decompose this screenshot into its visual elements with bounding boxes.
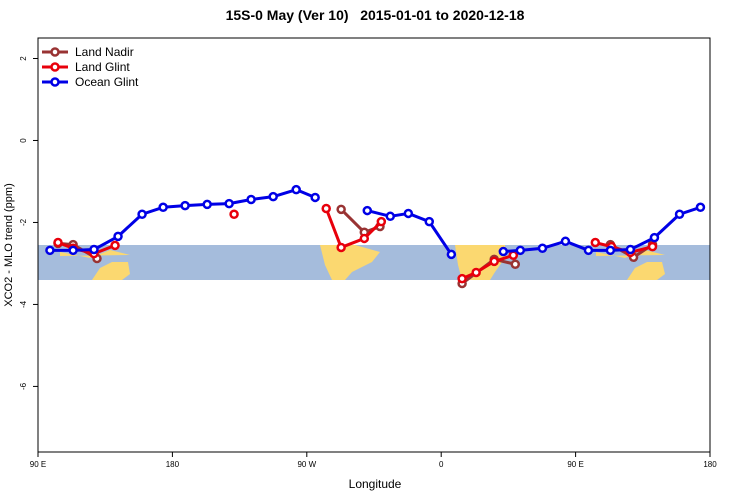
data-point bbox=[560, 236, 571, 247]
data-point bbox=[113, 231, 123, 242]
y-axis-label: XCO2 - MLO trend (ppm) bbox=[3, 183, 15, 306]
land-shape bbox=[627, 262, 665, 280]
land-shape bbox=[596, 250, 665, 258]
data-point bbox=[158, 202, 168, 213]
plot-frame bbox=[37, 37, 711, 453]
data-point bbox=[137, 209, 147, 220]
data-point bbox=[498, 246, 509, 257]
legend-marker bbox=[50, 77, 60, 87]
data-point bbox=[321, 203, 331, 214]
data-point bbox=[202, 199, 212, 210]
data-point bbox=[362, 205, 373, 216]
data-point bbox=[180, 200, 190, 211]
y-tick-label: -4 bbox=[19, 300, 28, 308]
y-tick-label: -2 bbox=[19, 218, 28, 226]
data-point bbox=[310, 192, 320, 203]
data-point bbox=[336, 204, 346, 215]
legend-label: Ocean Glint bbox=[75, 75, 139, 89]
land-shape bbox=[320, 245, 380, 280]
data-point bbox=[649, 232, 660, 243]
data-point bbox=[647, 241, 658, 252]
data-point bbox=[359, 233, 370, 244]
legend-label: Land Glint bbox=[75, 60, 130, 74]
data-point bbox=[489, 256, 499, 267]
data-point bbox=[583, 245, 594, 256]
legend-marker bbox=[50, 62, 60, 72]
data-point bbox=[45, 245, 55, 256]
data-point bbox=[246, 194, 256, 205]
data-point bbox=[224, 198, 234, 209]
data-point bbox=[268, 191, 278, 202]
land-shape bbox=[455, 245, 505, 280]
legend-label: Land Nadir bbox=[75, 45, 134, 59]
x-tick-label: 180 bbox=[703, 460, 717, 469]
legend-marker bbox=[50, 47, 60, 57]
data-point bbox=[403, 208, 414, 219]
data-point bbox=[446, 249, 457, 260]
x-tick-label: 90 E bbox=[30, 460, 46, 469]
data-point bbox=[515, 245, 526, 256]
land-shape bbox=[92, 262, 130, 280]
data-point bbox=[471, 267, 481, 278]
data-point bbox=[385, 211, 396, 222]
data-point bbox=[110, 240, 120, 251]
data-point bbox=[336, 242, 346, 253]
data-point bbox=[625, 244, 636, 255]
data-point bbox=[424, 216, 435, 227]
data-point bbox=[510, 259, 521, 270]
x-axis-label: Longitude bbox=[349, 477, 402, 491]
x-tick-label: 90 E bbox=[567, 460, 583, 469]
data-point bbox=[695, 202, 706, 213]
data-point bbox=[376, 216, 387, 227]
data-point bbox=[89, 244, 99, 255]
data-point bbox=[291, 184, 301, 195]
y-tick-label: 0 bbox=[19, 138, 28, 143]
data-point bbox=[508, 250, 519, 260]
data-point bbox=[457, 273, 467, 284]
y-tick-label: 2 bbox=[19, 56, 28, 61]
land-shape bbox=[60, 250, 130, 258]
data-point bbox=[53, 237, 63, 248]
y-tick-label: -6 bbox=[19, 382, 28, 390]
chart-title: 15S-0 May (Ver 10) 2015-01-01 to 2020-12… bbox=[226, 7, 525, 23]
data-point bbox=[537, 243, 548, 254]
data-point bbox=[674, 209, 685, 220]
data-point bbox=[229, 209, 239, 220]
data-point bbox=[590, 237, 601, 248]
x-tick-label: 0 bbox=[439, 460, 444, 469]
data-point bbox=[68, 245, 78, 256]
x-tick-label: 180 bbox=[166, 460, 180, 469]
data-point bbox=[605, 245, 616, 256]
x-tick-label: 90 W bbox=[297, 460, 316, 469]
